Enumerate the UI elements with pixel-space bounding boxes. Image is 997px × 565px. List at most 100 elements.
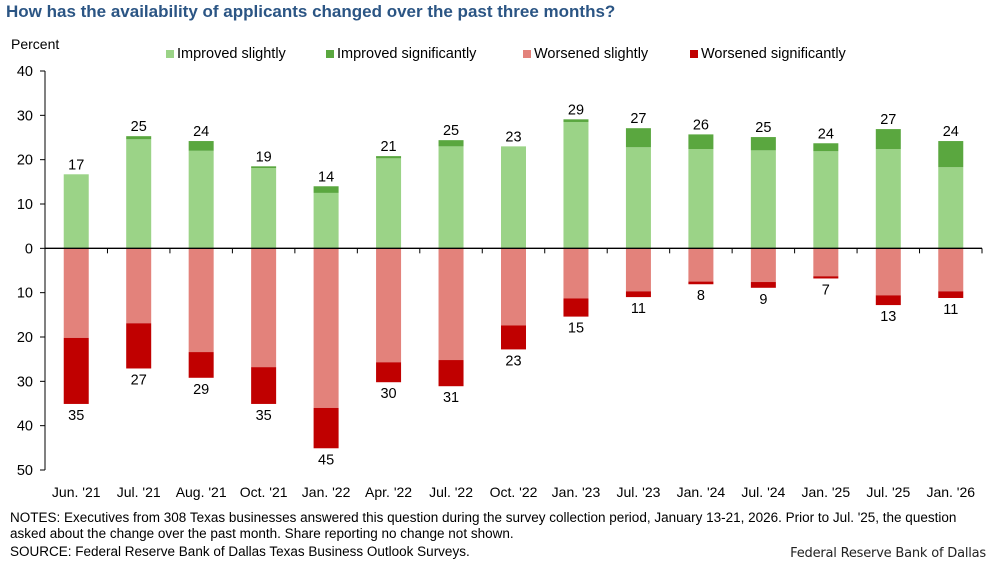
data-label-worsened: 11 [631, 301, 646, 317]
x-tick-label: Jan. '23 [552, 484, 601, 500]
bar-worsened-slightly [376, 248, 402, 363]
bar-worsened-slightly [438, 248, 464, 361]
bar-improved-significantly [126, 136, 152, 140]
bar-improved-significantly [750, 137, 776, 151]
bar-improved-significantly [438, 140, 464, 147]
data-label-improved: 25 [755, 120, 771, 136]
bar-improved-slightly [938, 167, 964, 249]
bar-improved-significantly [688, 134, 714, 150]
legend-swatch-improved-significantly [326, 50, 334, 58]
data-label-worsened: 9 [759, 292, 767, 308]
bar-worsened-significantly [126, 323, 152, 369]
bar-worsened-significantly [813, 276, 839, 279]
data-label-improved: 25 [443, 123, 459, 139]
bar-improved-significantly [188, 141, 214, 151]
bar-worsened-significantly [625, 291, 651, 298]
y-tick-label: 30 [17, 108, 33, 124]
bar-worsened-significantly [251, 367, 277, 404]
data-label-worsened: 7 [822, 282, 830, 298]
bar-worsened-significantly [188, 352, 214, 378]
bar-worsened-slightly [501, 248, 526, 326]
data-label-worsened: 31 [443, 390, 459, 406]
bar-improved-significantly [875, 129, 901, 150]
x-tick-label: Jan. '25 [802, 484, 851, 500]
y-tick-label: 10 [17, 286, 33, 302]
bar-worsened-slightly [563, 248, 589, 299]
bar-improved-slightly [126, 139, 152, 249]
y-tick-label: 10 [17, 197, 33, 213]
bar-worsened-slightly [813, 248, 839, 277]
bar-improved-significantly [563, 119, 589, 122]
bar-worsened-significantly [688, 281, 714, 285]
legend-item-worsened-slightly: Worsened slightly [523, 46, 648, 62]
x-tick-label: Oct. '21 [240, 484, 288, 500]
bar-worsened-slightly [251, 248, 277, 368]
data-label-improved: 23 [505, 129, 521, 145]
x-tick-label: Oct. '22 [490, 484, 538, 500]
y-axis-label: Percent [11, 36, 60, 52]
bar-worsened-slightly [126, 248, 152, 324]
bar-worsened-significantly [63, 337, 89, 404]
x-tick-label: Apr. '22 [365, 484, 412, 500]
legend-item-improved-slightly: Improved slightly [166, 46, 286, 62]
bar-improved-significantly [813, 143, 839, 152]
bar-improved-slightly [188, 150, 214, 249]
bar-worsened-significantly [563, 298, 589, 317]
legend-label: Improved slightly [177, 46, 286, 62]
bar-improved-slightly [63, 174, 89, 249]
bar-chart: 17 35 Jun. '21 25 27 Jul. '21 24 29 Aug. '21 19 35… [17, 64, 983, 500]
legend: Improved slightly Improved significantly… [0, 46, 997, 66]
bar-worsened-slightly [313, 248, 339, 408]
data-label-improved: 27 [630, 111, 646, 127]
bar-worsened-significantly [438, 360, 464, 387]
data-label-improved: 19 [256, 149, 272, 165]
legend-label: Worsened significantly [701, 46, 846, 62]
legend-swatch-improved-slightly [166, 50, 174, 58]
bar-worsened-significantly [313, 407, 339, 449]
bar-improved-significantly [376, 156, 402, 159]
legend-label: Worsened slightly [534, 46, 649, 62]
x-tick-label: Jan. '24 [677, 484, 726, 500]
data-label-improved: 24 [818, 126, 834, 142]
legend-swatch-worsened-slightly [523, 50, 531, 58]
legend-label: Improved significantly [337, 46, 477, 62]
data-label-worsened: 11 [943, 302, 958, 318]
bar-improved-slightly [625, 147, 651, 249]
bar-improved-significantly [251, 166, 277, 169]
x-tick-label: Jul. '25 [866, 484, 910, 500]
x-tick-label: Jul. '24 [741, 484, 785, 500]
data-label-worsened: 8 [697, 288, 705, 304]
data-label-worsened: 45 [318, 452, 334, 468]
data-label-improved: 26 [693, 117, 709, 133]
legend-item-improved-significantly: Improved significantly [326, 46, 476, 62]
x-tick-label: Jul. '22 [429, 484, 473, 500]
x-tick-label: Jul. '23 [616, 484, 660, 500]
data-label-worsened: 30 [380, 386, 396, 402]
chart-title: How has the availability of applicants c… [6, 2, 616, 21]
bar-worsened-slightly [625, 248, 651, 292]
legend-swatch-worsened-significantly [690, 50, 698, 58]
bar-improved-slightly [501, 146, 526, 249]
credit-label: Federal Reserve Bank of Dallas [790, 546, 986, 561]
data-label-improved: 29 [568, 102, 584, 118]
data-label-improved: 21 [380, 139, 396, 155]
legend-item-worsened-significantly: Worsened significantly [690, 46, 846, 62]
y-tick-label: 0 [25, 241, 33, 257]
bar-improved-slightly [313, 192, 339, 249]
y-tick-label: 50 [17, 463, 33, 479]
bar-improved-slightly [438, 146, 464, 249]
x-tick-label: Jan. '22 [302, 484, 351, 500]
bar-worsened-slightly [688, 248, 714, 282]
data-label-worsened: 15 [568, 321, 584, 337]
data-label-worsened: 35 [256, 408, 272, 424]
bar-improved-slightly [563, 121, 589, 249]
bar-improved-significantly [625, 128, 651, 148]
data-label-worsened: 35 [68, 408, 84, 424]
bar-worsened-significantly [875, 295, 901, 306]
bar-improved-slightly [251, 168, 277, 249]
x-tick-label: Jan. '26 [926, 484, 975, 500]
data-label-improved: 25 [131, 119, 147, 135]
data-label-worsened: 29 [193, 382, 209, 398]
bar-improved-slightly [688, 149, 714, 249]
y-tick-label: 40 [17, 419, 33, 435]
